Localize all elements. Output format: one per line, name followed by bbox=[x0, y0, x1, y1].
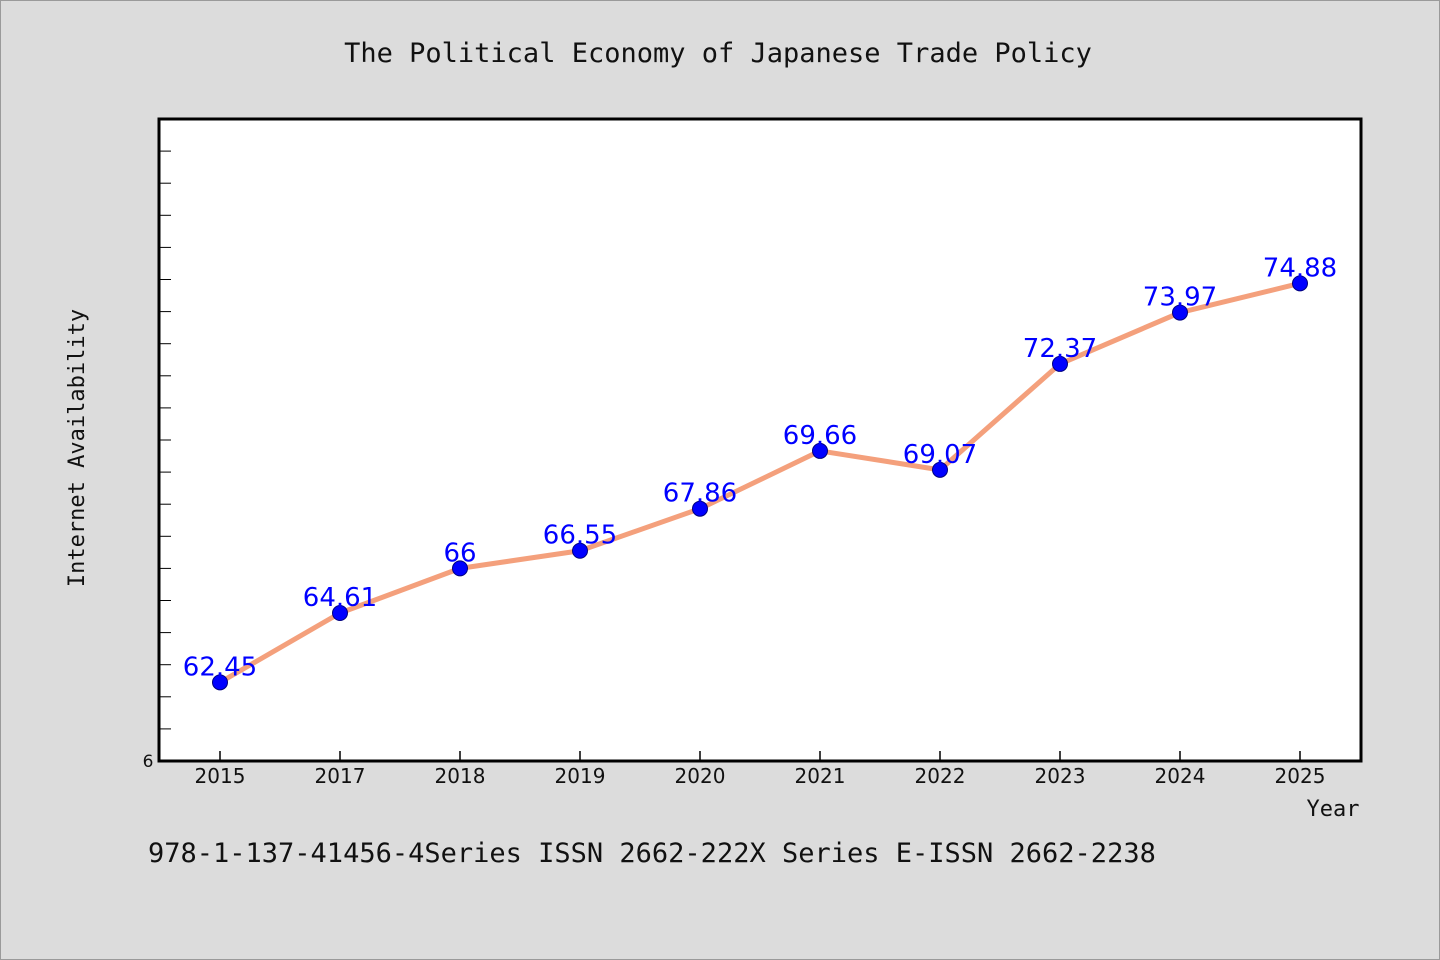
x-tick-label: 2025 bbox=[1275, 764, 1326, 788]
plot-area bbox=[157, 117, 1363, 763]
x-tick-label: 2018 bbox=[435, 764, 486, 788]
data-label: 72.37 bbox=[1023, 334, 1097, 364]
data-label: 69.66 bbox=[783, 421, 857, 451]
data-labels: 62.45 64.61 66 66.55 67.86 69.66 69.07 72.37 73.… bbox=[183, 253, 1337, 682]
data-label: 67.86 bbox=[663, 479, 737, 509]
data-point bbox=[1052, 355, 1068, 372]
data-point bbox=[212, 674, 228, 691]
data-point bbox=[812, 442, 828, 459]
x-tick-label: 2022 bbox=[915, 764, 966, 788]
x-tick-label: 2021 bbox=[795, 764, 846, 788]
y-tick-label: 6 bbox=[143, 752, 154, 772]
x-tick-label: 2017 bbox=[315, 764, 366, 788]
data-label: 66 bbox=[443, 538, 476, 568]
series-line bbox=[218, 280, 1301, 685]
y-axis-ticks bbox=[159, 150, 171, 730]
x-tick-label: 2019 bbox=[555, 764, 606, 788]
data-label: 74.88 bbox=[1263, 253, 1337, 283]
data-point bbox=[332, 605, 348, 622]
data-label: 62.45 bbox=[183, 652, 257, 682]
x-axis-label: Year bbox=[1307, 797, 1360, 822]
data-label: 69.07 bbox=[903, 440, 977, 470]
x-tick-label: 2024 bbox=[1155, 764, 1206, 788]
x-tick-labels: 2015 2017 2018 2019 2020 2021 2022 2023 2024 2025 bbox=[195, 764, 1326, 788]
data-point bbox=[452, 560, 468, 577]
x-tick-label: 2020 bbox=[675, 764, 726, 788]
x-tick-label: 2023 bbox=[1035, 764, 1086, 788]
footer-isbn: 978-1-137-41456-4Series ISSN 2662-222X S… bbox=[148, 838, 1156, 869]
data-point bbox=[1172, 304, 1188, 321]
data-point bbox=[692, 500, 708, 517]
data-point bbox=[1292, 275, 1308, 292]
x-axis-ticks bbox=[219, 751, 1301, 761]
series-markers bbox=[212, 275, 1308, 691]
chart-title: The Political Economy of Japanese Trade … bbox=[344, 38, 1092, 69]
data-label: 66.55 bbox=[543, 521, 617, 551]
data-point bbox=[932, 461, 948, 478]
x-tick-label: 2015 bbox=[195, 764, 246, 788]
data-label: 64.61 bbox=[303, 583, 377, 613]
data-label: 73.97 bbox=[1143, 283, 1217, 313]
y-axis-label: Internet Availability bbox=[65, 309, 90, 587]
data-point bbox=[572, 542, 588, 559]
